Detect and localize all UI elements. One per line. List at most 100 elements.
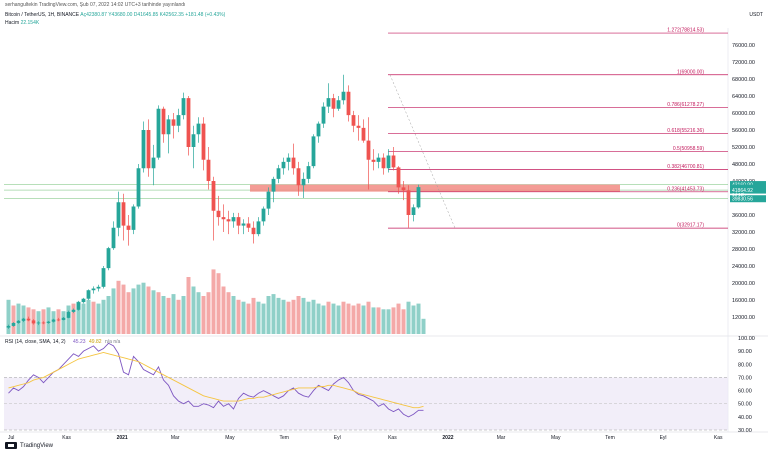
- rsi-tick-label: 70.00: [738, 375, 752, 381]
- candle-body: [356, 125, 361, 128]
- price-tag: [730, 186, 766, 194]
- volume-bar: [416, 303, 421, 334]
- candle-body: [151, 157, 156, 169]
- price-tick-label: 24000.00: [732, 264, 755, 270]
- volume-bar: [366, 301, 371, 334]
- volume-bar: [71, 303, 76, 334]
- candle-body: [111, 227, 116, 249]
- candle-body: [261, 208, 266, 222]
- volume-bar: [356, 303, 361, 334]
- volume-bar: [256, 301, 261, 334]
- rsi-legend-value: 45.23: [73, 339, 86, 345]
- candle-body: [321, 106, 326, 124]
- volume-bar: [166, 297, 171, 334]
- rsi-tick-label: 80.00: [738, 362, 752, 368]
- volume-bar: [216, 273, 221, 334]
- candle-body: [196, 123, 201, 135]
- volume-bar: [301, 297, 306, 334]
- volume-bar: [146, 286, 151, 334]
- candle-body: [416, 187, 421, 208]
- rsi-legend-na: n/a n/a: [105, 339, 121, 345]
- volume-bar: [81, 303, 86, 334]
- fib-level-label: 0.618(55216.36): [667, 128, 704, 134]
- candle-body: [101, 268, 106, 287]
- candle-body: [11, 322, 16, 326]
- volume-bar: [196, 292, 201, 334]
- candle-body: [221, 217, 226, 220]
- volume-bar: [321, 305, 326, 334]
- time-tick-label: Kas: [714, 435, 723, 441]
- volume-bar: [161, 296, 166, 334]
- volume-bar: [76, 301, 81, 334]
- candle-body: [311, 136, 316, 167]
- volume-bar: [346, 303, 351, 334]
- volume-bar: [406, 301, 411, 334]
- price-tick-label: 48000.00: [732, 162, 755, 168]
- candle-body: [341, 91, 346, 101]
- price-tick-label: 76000.00: [732, 43, 755, 49]
- volume-bar: [6, 299, 11, 334]
- candle-body: [226, 219, 231, 222]
- volume-bar: [141, 282, 146, 334]
- time-tick-label: May: [551, 435, 561, 441]
- candle-body: [66, 311, 71, 318]
- candle-body: [6, 325, 11, 328]
- price-tag: [730, 181, 766, 189]
- candle-body: [386, 155, 391, 169]
- volume-bar: [386, 309, 391, 334]
- candle-body: [296, 168, 301, 186]
- volume-bar: [51, 311, 56, 334]
- volume-bar: [111, 288, 116, 334]
- volume-bar: [61, 311, 66, 334]
- candle-body: [146, 130, 151, 169]
- volume-bar: [86, 299, 91, 334]
- volume-bar: [261, 303, 266, 334]
- candle-body: [171, 119, 176, 126]
- volume-bar: [281, 299, 286, 334]
- time-tick-label: Mar: [497, 435, 506, 441]
- volume-bar: [211, 269, 216, 334]
- price-tick-label: 36000.00: [732, 213, 755, 219]
- candle-body: [216, 210, 221, 218]
- rsi-tick-label: 100.00: [738, 336, 755, 342]
- volume-line: Hacim 22.154K: [5, 20, 39, 27]
- candle-body: [406, 190, 411, 215]
- volume-bar: [246, 303, 251, 334]
- candle-body: [36, 322, 41, 324]
- volume-label: Hacim: [5, 20, 20, 26]
- symbol-title[interactable]: Bitcoin / TetherUS, 1H, BINANCE: [5, 12, 80, 18]
- volume-bar: [151, 290, 156, 334]
- volume-bar: [46, 307, 51, 334]
- volume-bar: [121, 284, 126, 334]
- volume-bar: [186, 277, 191, 334]
- volume-bar: [91, 301, 96, 334]
- volume-bar: [231, 296, 236, 334]
- candle-body: [301, 178, 306, 186]
- fib-level-label: 0(32917.17): [677, 223, 704, 229]
- candle-body: [286, 157, 291, 162]
- candle-body: [271, 178, 276, 192]
- rsi-sma-line: [8, 351, 424, 409]
- footer-brand: TradingView: [20, 442, 54, 449]
- candle-body: [201, 123, 206, 160]
- time-tick-label: Tem: [280, 435, 289, 441]
- candle-body: [266, 191, 271, 209]
- candle-body: [176, 115, 181, 126]
- volume-bar: [271, 294, 276, 334]
- candle-body: [381, 157, 386, 169]
- volume-bar: [276, 297, 281, 334]
- candle-body: [366, 140, 371, 160]
- candle-body: [131, 206, 136, 230]
- candle-body: [181, 98, 186, 116]
- candle-body: [331, 98, 336, 109]
- candle-body: [76, 302, 81, 310]
- publish-info: serhangultekin TradingView.com, Şub 07, …: [5, 2, 186, 8]
- price-tick-label: 28000.00: [732, 247, 755, 253]
- resistance-zone: [250, 184, 620, 192]
- candle-body: [126, 225, 131, 230]
- volume-bar: [131, 288, 136, 334]
- candle-body: [71, 309, 76, 312]
- time-tick-label: 2021: [117, 435, 128, 441]
- price-tag: [730, 195, 766, 203]
